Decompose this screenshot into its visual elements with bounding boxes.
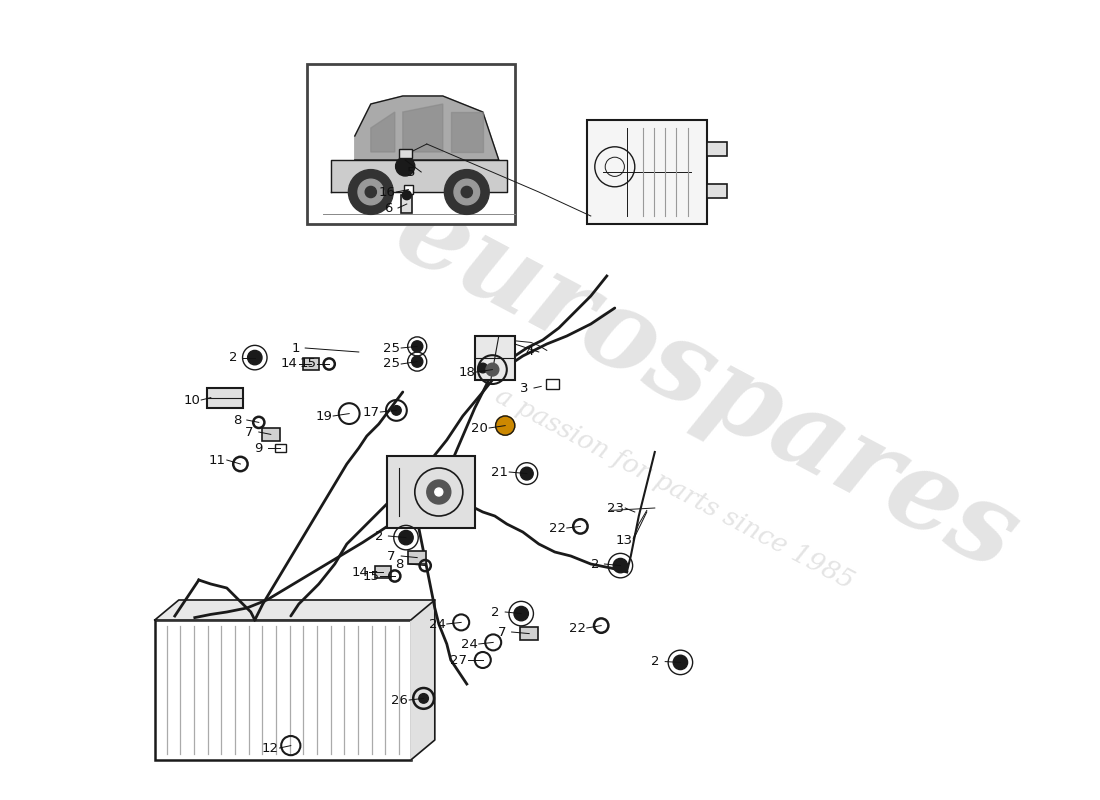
Text: 20: 20	[471, 422, 488, 434]
Circle shape	[411, 356, 422, 367]
Text: 19: 19	[316, 410, 332, 422]
Text: 2: 2	[374, 530, 383, 542]
Circle shape	[392, 406, 402, 415]
Circle shape	[444, 170, 490, 214]
Circle shape	[396, 157, 415, 176]
Polygon shape	[410, 600, 435, 760]
Bar	[707, 142, 727, 157]
Bar	[404, 185, 414, 194]
Circle shape	[520, 467, 534, 480]
Text: 12: 12	[262, 742, 278, 754]
Bar	[546, 378, 559, 389]
Text: 2: 2	[229, 351, 238, 364]
Text: eurospares: eurospares	[377, 175, 1036, 593]
Bar	[262, 428, 279, 441]
Text: 7: 7	[497, 626, 506, 638]
Bar	[387, 456, 475, 528]
Text: 1: 1	[292, 342, 300, 354]
Text: 9: 9	[254, 442, 263, 454]
Text: 4: 4	[525, 346, 533, 358]
Text: a passion for parts since 1985: a passion for parts since 1985	[492, 382, 858, 594]
Bar	[408, 551, 426, 564]
Text: 27: 27	[450, 654, 468, 666]
Circle shape	[454, 179, 480, 205]
Circle shape	[248, 350, 262, 365]
Circle shape	[486, 363, 498, 376]
Text: 25: 25	[383, 358, 400, 370]
Text: 22: 22	[549, 522, 565, 534]
Circle shape	[419, 694, 428, 703]
Circle shape	[349, 170, 393, 214]
Bar	[275, 443, 286, 452]
Polygon shape	[155, 600, 434, 620]
Circle shape	[427, 480, 451, 504]
Bar	[402, 195, 412, 213]
Text: 7: 7	[245, 426, 253, 438]
Text: 15: 15	[362, 570, 380, 582]
Circle shape	[673, 655, 688, 670]
Circle shape	[478, 363, 487, 373]
Text: 6: 6	[384, 202, 393, 214]
Circle shape	[514, 606, 528, 621]
Text: 11: 11	[209, 454, 226, 466]
Polygon shape	[451, 112, 483, 152]
Text: 26: 26	[392, 694, 408, 706]
Bar	[375, 566, 390, 578]
Circle shape	[461, 186, 472, 198]
Circle shape	[496, 416, 515, 435]
Circle shape	[411, 341, 422, 352]
Text: 14: 14	[280, 358, 298, 370]
Text: 13: 13	[615, 534, 632, 546]
Bar	[707, 184, 727, 198]
Text: 21: 21	[491, 466, 508, 478]
Bar	[399, 149, 411, 158]
Text: 2: 2	[651, 655, 660, 668]
Text: 15: 15	[299, 358, 316, 370]
Circle shape	[403, 190, 411, 200]
Text: 2: 2	[591, 558, 600, 570]
Polygon shape	[371, 112, 395, 152]
Text: 8: 8	[233, 414, 241, 426]
Text: 16: 16	[378, 186, 395, 198]
Polygon shape	[403, 104, 443, 152]
Text: 8: 8	[395, 558, 404, 570]
Bar	[155, 620, 410, 760]
Text: 24: 24	[461, 638, 477, 650]
Circle shape	[399, 530, 414, 545]
Bar	[302, 358, 319, 370]
Text: 3: 3	[520, 382, 529, 394]
Text: 25: 25	[383, 342, 400, 354]
Text: 24: 24	[429, 618, 446, 630]
Text: 2: 2	[492, 606, 499, 618]
Text: 5: 5	[407, 166, 416, 178]
Circle shape	[434, 488, 443, 496]
Text: 17: 17	[362, 406, 380, 418]
Circle shape	[613, 558, 628, 573]
Bar	[475, 336, 515, 380]
Polygon shape	[331, 160, 507, 192]
Text: 23: 23	[607, 502, 624, 514]
Bar	[307, 64, 515, 224]
Bar	[586, 120, 707, 224]
Text: 14: 14	[351, 566, 369, 578]
Circle shape	[358, 179, 384, 205]
Circle shape	[365, 186, 376, 198]
Text: 18: 18	[459, 366, 475, 378]
Text: 10: 10	[184, 394, 200, 406]
Bar	[520, 627, 538, 640]
Polygon shape	[355, 96, 498, 160]
Text: 7: 7	[387, 550, 396, 562]
Bar	[207, 388, 243, 408]
Text: 22: 22	[569, 622, 585, 634]
